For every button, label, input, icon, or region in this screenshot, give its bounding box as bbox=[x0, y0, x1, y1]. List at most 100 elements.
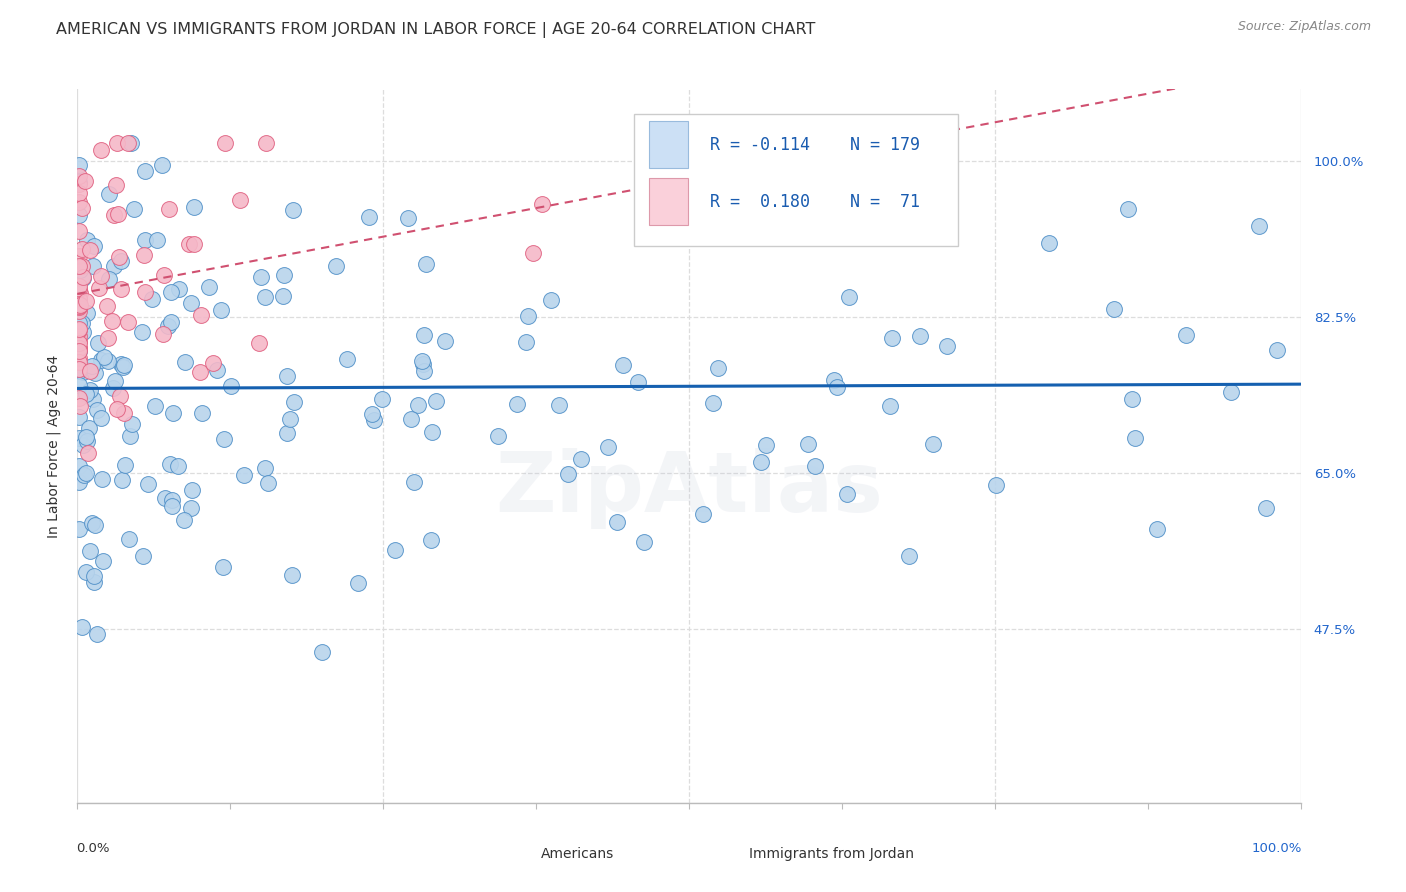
Point bbox=[83, 517, 105, 532]
Point bbox=[67, 186, 90, 200]
Point bbox=[75, 294, 97, 309]
Point bbox=[384, 542, 406, 557]
Point bbox=[406, 398, 429, 412]
Point bbox=[108, 250, 131, 264]
Point bbox=[281, 202, 304, 217]
Point bbox=[91, 554, 114, 568]
Point bbox=[633, 535, 655, 549]
Point bbox=[67, 176, 90, 190]
Point bbox=[114, 406, 136, 420]
Y-axis label: In Labor Force | Age 20-64: In Labor Force | Age 20-64 bbox=[46, 354, 60, 538]
Point bbox=[83, 239, 105, 253]
Point bbox=[111, 473, 134, 487]
Point bbox=[82, 359, 104, 374]
Point bbox=[557, 467, 579, 481]
Point bbox=[83, 575, 105, 590]
Point bbox=[612, 359, 634, 373]
Point bbox=[75, 566, 97, 580]
Point bbox=[627, 375, 650, 389]
Point bbox=[232, 467, 254, 482]
Point bbox=[120, 429, 142, 443]
Point bbox=[103, 260, 125, 274]
Text: Source: ZipAtlas.com: Source: ZipAtlas.com bbox=[1237, 20, 1371, 33]
Point bbox=[86, 403, 108, 417]
Point bbox=[67, 317, 90, 331]
Point bbox=[121, 417, 143, 431]
Point bbox=[606, 515, 628, 529]
FancyBboxPatch shape bbox=[634, 114, 957, 246]
Point bbox=[1175, 328, 1198, 343]
Point bbox=[160, 285, 183, 299]
Point bbox=[921, 436, 943, 450]
Point bbox=[67, 335, 90, 350]
Point bbox=[67, 431, 90, 445]
Point bbox=[72, 326, 94, 340]
Point bbox=[67, 362, 90, 376]
Point bbox=[72, 438, 94, 452]
Point bbox=[156, 319, 179, 334]
Point bbox=[82, 259, 104, 273]
Point bbox=[67, 343, 90, 358]
Point bbox=[90, 143, 112, 157]
Point bbox=[136, 477, 159, 491]
Point bbox=[67, 260, 90, 275]
Point bbox=[67, 224, 90, 238]
Point bbox=[247, 336, 270, 351]
Point bbox=[177, 237, 200, 252]
Point bbox=[796, 437, 818, 451]
Point bbox=[162, 405, 184, 419]
Point bbox=[190, 309, 212, 323]
Point bbox=[166, 459, 188, 474]
Point bbox=[517, 309, 540, 323]
Point bbox=[67, 300, 90, 314]
Point bbox=[209, 303, 232, 318]
Point bbox=[911, 136, 934, 150]
Point bbox=[173, 512, 195, 526]
Point bbox=[120, 136, 142, 150]
Point bbox=[67, 364, 90, 378]
Point bbox=[411, 353, 433, 368]
Point bbox=[281, 568, 304, 582]
Point bbox=[90, 352, 112, 367]
Point bbox=[70, 243, 93, 257]
Point bbox=[67, 250, 90, 264]
Text: 100.0%: 100.0% bbox=[1251, 842, 1302, 855]
Point bbox=[221, 378, 243, 392]
Point bbox=[1249, 219, 1271, 233]
Point bbox=[707, 360, 730, 375]
Point bbox=[415, 257, 437, 271]
Point bbox=[105, 178, 128, 192]
Point bbox=[75, 173, 97, 187]
Point bbox=[1146, 522, 1168, 536]
Point bbox=[75, 467, 97, 481]
Point bbox=[879, 399, 901, 413]
Point bbox=[69, 399, 91, 413]
Point bbox=[205, 363, 228, 377]
Point bbox=[180, 483, 202, 497]
Point bbox=[79, 243, 101, 257]
Point bbox=[420, 425, 443, 439]
Point bbox=[67, 410, 90, 425]
Point bbox=[357, 210, 380, 224]
Point bbox=[412, 328, 434, 343]
Point bbox=[108, 389, 131, 403]
Point bbox=[363, 412, 385, 426]
Point bbox=[79, 544, 101, 558]
Point bbox=[97, 330, 120, 344]
Point bbox=[117, 136, 139, 150]
Point bbox=[273, 268, 295, 282]
Point bbox=[132, 549, 155, 564]
Point bbox=[823, 373, 845, 387]
Point bbox=[67, 158, 90, 172]
Text: ZipAtlas: ZipAtlas bbox=[495, 449, 883, 529]
Point bbox=[167, 282, 190, 296]
Point bbox=[420, 533, 443, 547]
Point bbox=[67, 293, 90, 308]
Point bbox=[83, 569, 105, 583]
Point bbox=[1116, 202, 1139, 217]
Point bbox=[86, 336, 108, 351]
Point bbox=[212, 560, 235, 574]
Point bbox=[1219, 385, 1241, 400]
Point bbox=[90, 268, 112, 283]
Point bbox=[79, 363, 101, 377]
